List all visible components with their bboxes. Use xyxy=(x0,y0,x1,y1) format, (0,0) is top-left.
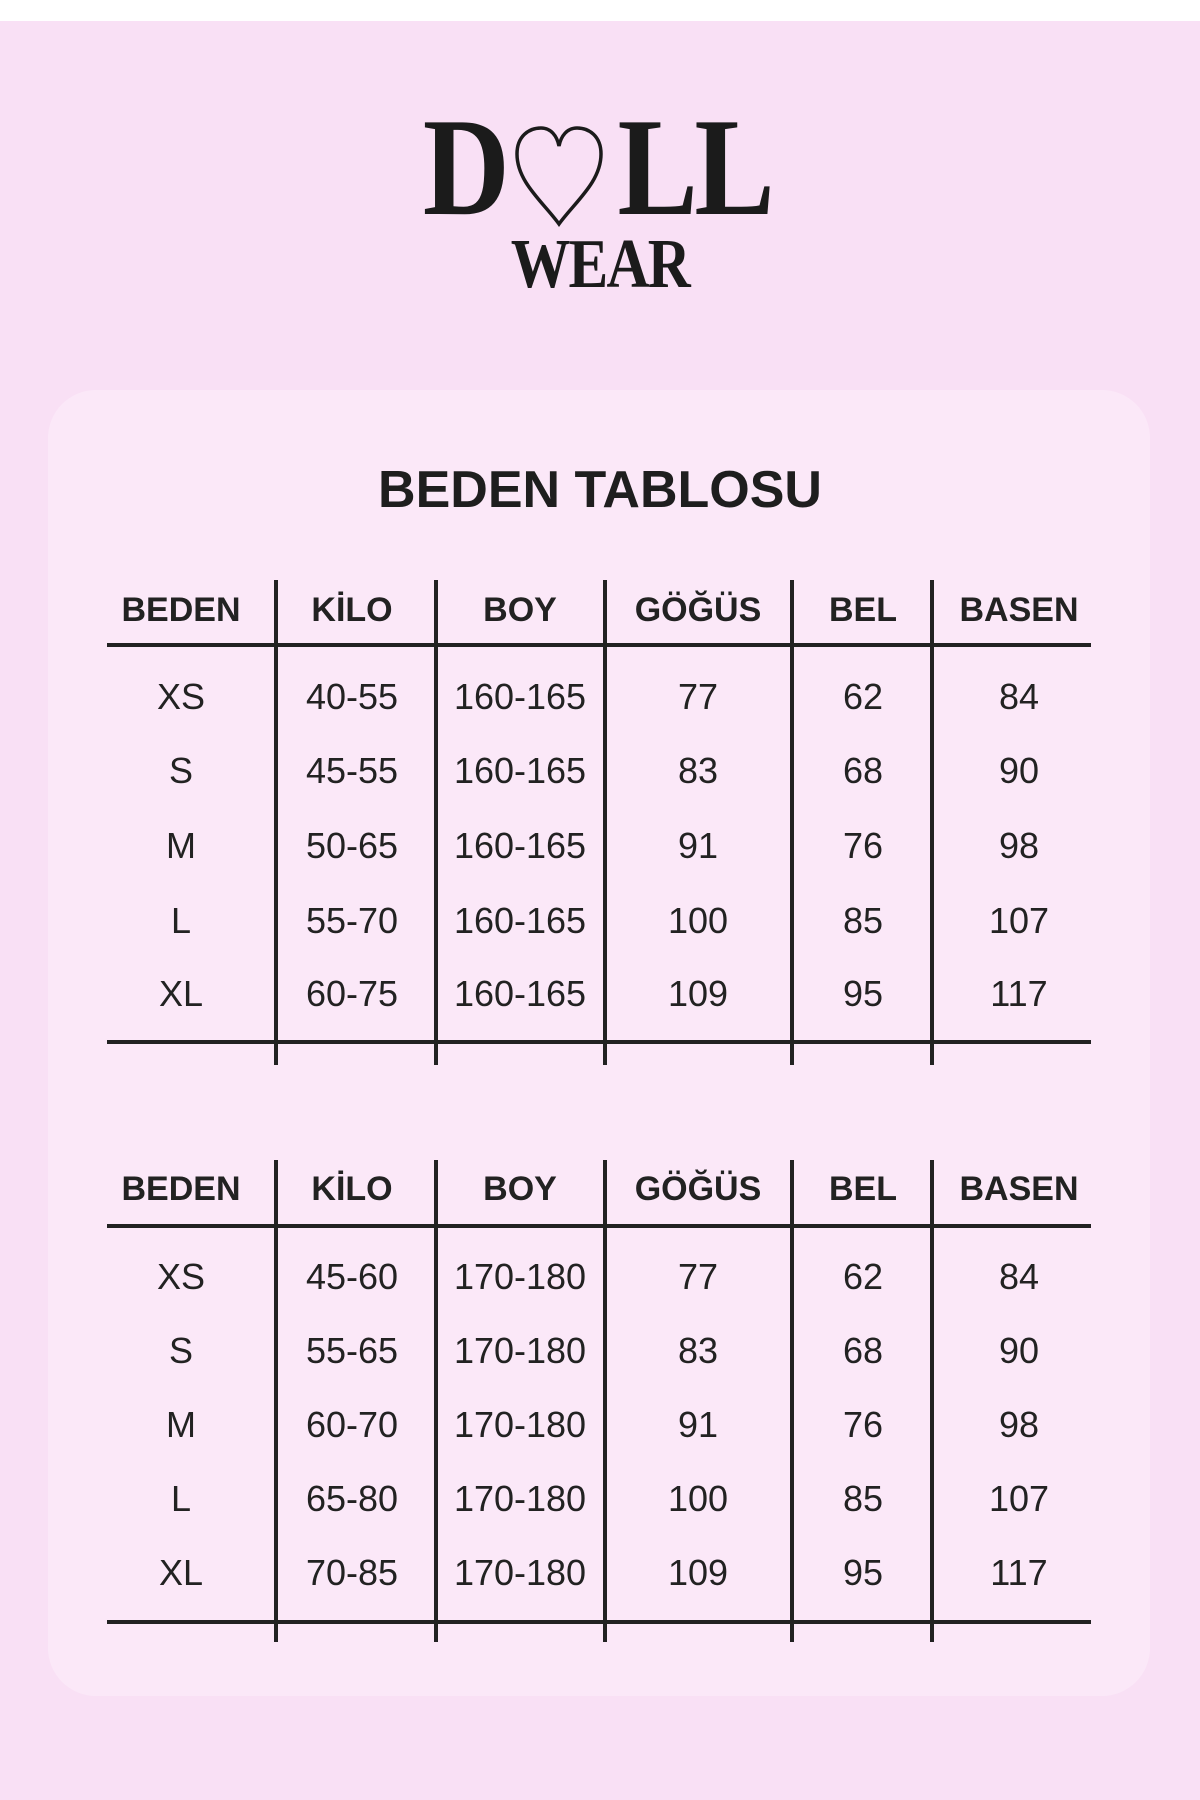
table-cell: 100 xyxy=(667,1478,729,1519)
column-header: KİLO xyxy=(311,1170,393,1208)
column-header: BOY xyxy=(483,1170,557,1208)
table-cell: 109 xyxy=(667,973,729,1014)
table-cell: 62 xyxy=(842,1256,884,1297)
table-cell: 62 xyxy=(842,676,884,717)
column-header: BEL xyxy=(829,1170,897,1208)
column-divider xyxy=(434,1160,438,1642)
header-divider xyxy=(107,643,1091,647)
column-divider xyxy=(434,580,438,1065)
size-label: XS xyxy=(156,676,206,717)
column-header: GÖĞÜS xyxy=(634,1170,762,1208)
table-cell: 160-165 xyxy=(453,825,587,866)
table-cell: 170-180 xyxy=(453,1478,587,1519)
column-divider xyxy=(274,1160,278,1642)
size-label: M xyxy=(166,1404,196,1445)
table-cell: 83 xyxy=(677,750,719,791)
table-cell: 90 xyxy=(998,1330,1040,1371)
table-cell: 160-165 xyxy=(453,900,587,941)
brand-logo-wear: WEAR xyxy=(0,226,1200,303)
table-cell: 109 xyxy=(667,1552,729,1593)
table-cell: 77 xyxy=(677,676,719,717)
bottom-divider xyxy=(107,1040,1091,1044)
size-label: L xyxy=(170,900,192,941)
table-cell: 117 xyxy=(990,1552,1048,1593)
table-cell: 50-65 xyxy=(305,825,399,866)
table-cell: 45-60 xyxy=(305,1256,399,1297)
column-header: BASEN xyxy=(959,591,1079,629)
table-cell: 60-75 xyxy=(305,973,399,1014)
column-divider xyxy=(274,580,278,1065)
page-title: BEDEN TABLOSU xyxy=(378,461,822,519)
table-cell: 170-180 xyxy=(453,1330,587,1371)
table-cell: 95 xyxy=(842,973,884,1014)
size-label: M xyxy=(166,825,196,866)
table-cell: 91 xyxy=(677,825,719,866)
table-cell: 160-165 xyxy=(453,973,587,1014)
heart-icon xyxy=(515,126,603,227)
table-cell: 160-165 xyxy=(453,750,587,791)
table-cell: 85 xyxy=(842,900,884,941)
brand-logo: D LL xyxy=(0,90,1200,245)
table-cell: 98 xyxy=(998,1404,1040,1445)
table-cell: 107 xyxy=(988,1478,1050,1519)
size-label: S xyxy=(168,750,193,791)
bottom-divider xyxy=(107,1620,1091,1624)
table-cell: 55-70 xyxy=(305,900,399,941)
table-cell: 45-55 xyxy=(305,750,399,791)
size-label: L xyxy=(170,1478,192,1519)
table-cell: 170-180 xyxy=(453,1552,587,1593)
column-header: BEL xyxy=(829,591,897,629)
table-cell: 107 xyxy=(988,900,1050,941)
table-cell: 68 xyxy=(842,1330,884,1371)
table-cell: 70-85 xyxy=(305,1552,399,1593)
table-cell: 68 xyxy=(842,750,884,791)
column-header: BEDEN xyxy=(121,1170,241,1208)
logo-letters-ll: LL xyxy=(617,90,775,245)
table-cell: 55-65 xyxy=(305,1330,399,1371)
table-cell: 100 xyxy=(667,900,729,941)
table-cell: 83 xyxy=(677,1330,719,1371)
size-label: S xyxy=(168,1330,193,1371)
size-label: XL xyxy=(158,973,204,1014)
table-cell: 77 xyxy=(677,1256,719,1297)
table-cell: 160-165 xyxy=(453,676,587,717)
column-divider xyxy=(790,1160,794,1642)
size-label: XS xyxy=(156,1256,206,1297)
header-divider xyxy=(107,1224,1091,1228)
table-cell: 40-55 xyxy=(305,676,399,717)
table-cell: 91 xyxy=(677,1404,719,1445)
table-cell: 95 xyxy=(842,1552,884,1593)
table-cell: 85 xyxy=(842,1478,884,1519)
table-cell: 60-70 xyxy=(305,1404,399,1445)
table-cell: 76 xyxy=(842,825,884,866)
table-cell: 65-80 xyxy=(305,1478,399,1519)
column-divider xyxy=(603,1160,607,1642)
table-cell: 117 xyxy=(990,973,1048,1014)
column-header: KİLO xyxy=(311,591,393,629)
column-divider xyxy=(603,580,607,1065)
column-header: BOY xyxy=(483,591,557,629)
size-label: XL xyxy=(158,1552,204,1593)
logo-letter-d: D xyxy=(422,90,510,245)
table-cell: 98 xyxy=(998,825,1040,866)
column-divider xyxy=(930,1160,934,1642)
column-header: BASEN xyxy=(959,1170,1079,1208)
logo-wear-text: WEAR xyxy=(510,226,691,303)
table-cell: 76 xyxy=(842,1404,884,1445)
column-divider xyxy=(930,580,934,1065)
column-divider xyxy=(790,580,794,1065)
column-header: GÖĞÜS xyxy=(634,591,762,629)
table-cell: 170-180 xyxy=(453,1404,587,1445)
table-cell: 170-180 xyxy=(453,1256,587,1297)
table-cell: 90 xyxy=(998,750,1040,791)
column-header: BEDEN xyxy=(121,591,241,629)
table-cell: 84 xyxy=(998,676,1040,717)
table-cell: 84 xyxy=(998,1256,1040,1297)
